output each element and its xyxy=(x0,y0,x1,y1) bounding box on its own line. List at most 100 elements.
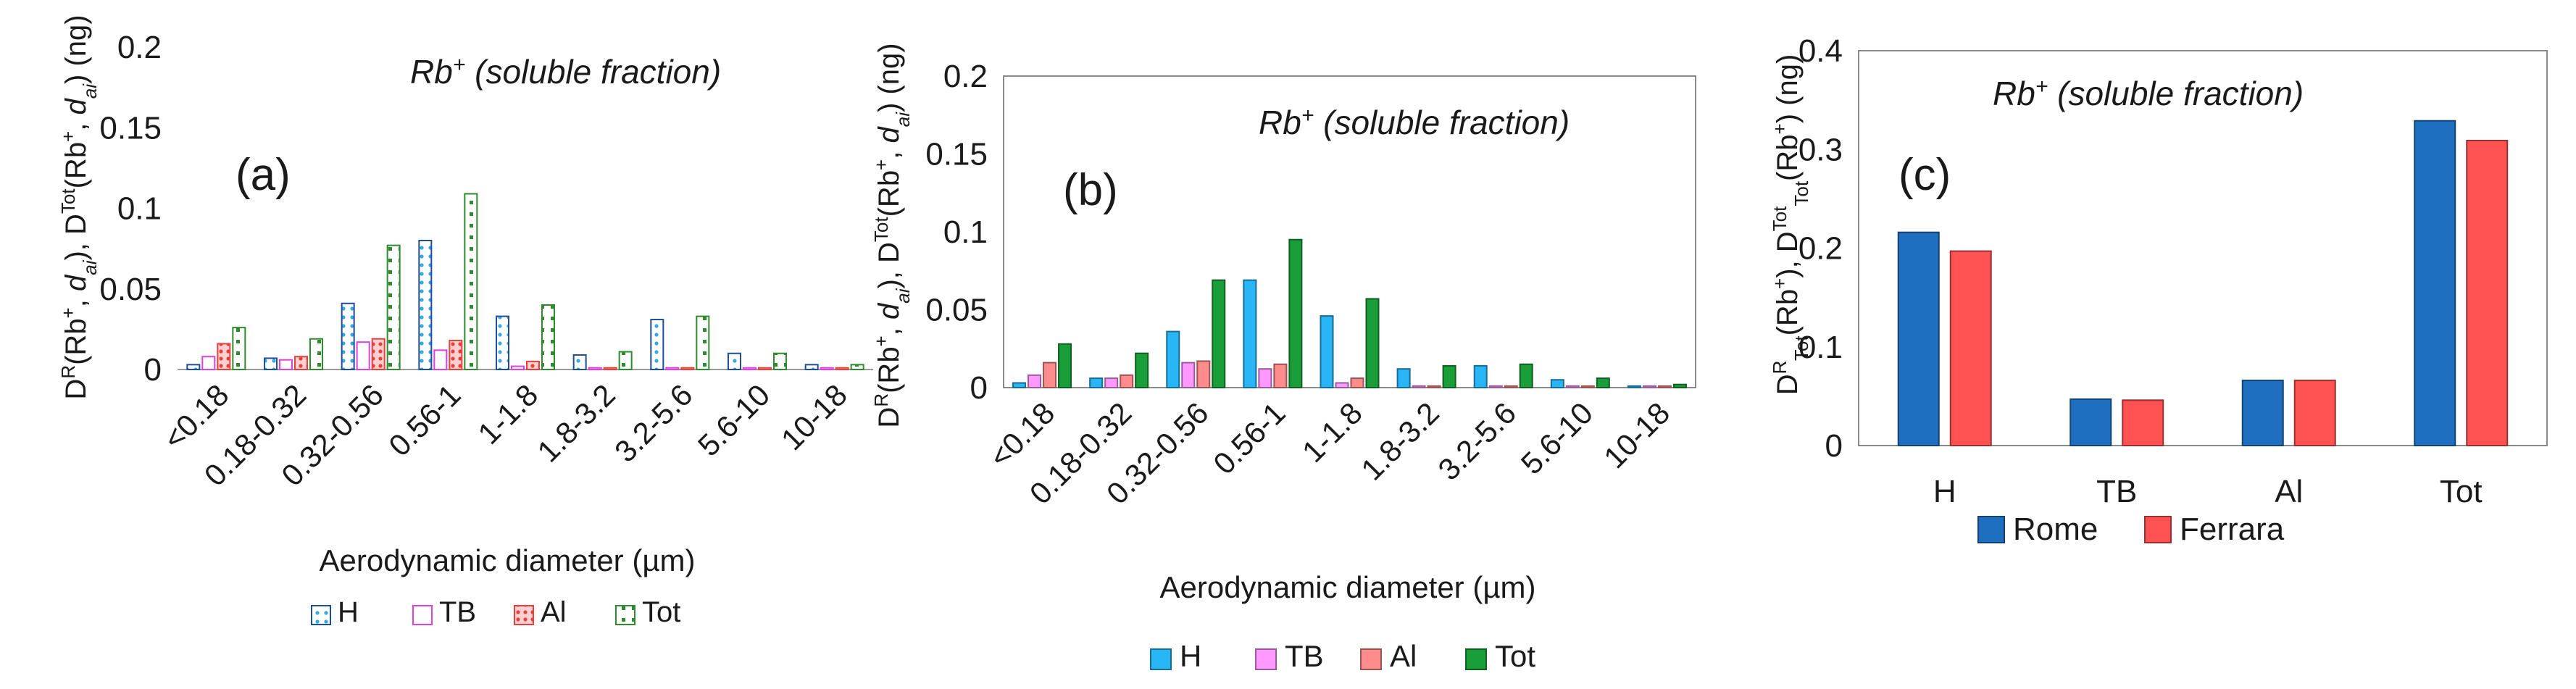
bar-al xyxy=(1580,385,1595,388)
bar-al xyxy=(294,356,308,371)
legend-label-tot: Tot xyxy=(642,596,680,628)
x-tick-label: 10-18 xyxy=(1597,396,1676,475)
legend-label-tot: Tot xyxy=(1495,639,1535,673)
x-tick-label: 3.2-5.6 xyxy=(1431,396,1522,487)
y-axis-label: DRTot(Rb+), DTotTot(Rb+) (ng) xyxy=(1769,54,1812,396)
title-rest: (soluble fraction) xyxy=(2048,75,2304,112)
bar-tot xyxy=(1442,364,1456,388)
bar-al xyxy=(758,367,772,370)
legend-label-tb: TB xyxy=(1285,639,1324,673)
bar-tot xyxy=(541,304,555,370)
chart-title: Rb+ (soluble fraction) xyxy=(1993,75,2304,113)
bar-h xyxy=(650,319,664,370)
x-tick-label: H xyxy=(1933,474,1956,509)
bar-tb xyxy=(356,341,370,370)
x-tick-label: Tot xyxy=(2440,474,2483,509)
legend-swatch-tb xyxy=(1255,648,1277,670)
legend-label-al: Al xyxy=(541,596,567,628)
x-tick-label: 3.2-5.6 xyxy=(608,377,699,469)
bar-tot xyxy=(1288,238,1303,388)
bar-tot xyxy=(1672,383,1687,389)
legend-label-al: Al xyxy=(1390,639,1417,673)
bar-tb xyxy=(820,367,834,370)
bar-tb xyxy=(1565,385,1580,388)
bar-al xyxy=(526,360,540,370)
x-tick-label: Al xyxy=(2275,474,2303,509)
x-tick-label: 1.8-3.2 xyxy=(530,377,622,469)
bar-tb xyxy=(433,349,448,370)
bar-ferrara xyxy=(2293,380,2336,447)
bar-tot xyxy=(386,244,401,370)
x-tick-label: 1-1.8 xyxy=(471,377,544,451)
x-tick-label: 10-18 xyxy=(775,377,854,456)
bar-tot xyxy=(1135,352,1149,389)
plot-frame xyxy=(1003,75,1696,388)
bar-h xyxy=(1320,315,1334,389)
y-tick-label: 0.4 xyxy=(1798,33,1843,69)
legend-swatch-rome xyxy=(1977,516,2005,543)
bar-al xyxy=(1273,363,1288,388)
bar-ferrara xyxy=(2122,399,2164,447)
x-tick-label: 0.56-1 xyxy=(382,377,467,462)
y-axis-label: DR(Rb+, dai), DTot(Rb+, dai) (ng) xyxy=(57,14,101,399)
bar-al xyxy=(217,343,231,370)
bar-rome xyxy=(2241,380,2284,447)
bar-tb xyxy=(743,367,756,370)
title-charge: + xyxy=(1301,104,1314,128)
bar-h xyxy=(341,302,355,370)
x-tick-label: 5.6-10 xyxy=(1514,396,1599,480)
bar-h xyxy=(1243,279,1257,388)
x-tick-label: 1.8-3.2 xyxy=(1354,396,1446,487)
chart-panel-b: (b) Rb+ (soluble fraction) DR(Rb+, dai),… xyxy=(870,43,1696,673)
y-tick-label: 0 xyxy=(1825,428,1843,464)
bar-tb xyxy=(665,367,680,370)
bar-h xyxy=(572,354,587,371)
legend-swatch-al xyxy=(1360,648,1382,670)
bar-tb xyxy=(1412,385,1426,388)
panel-label: (a) xyxy=(235,150,291,200)
panel-label: (c) xyxy=(1898,150,1951,200)
y-tick-label: 0.2 xyxy=(943,59,988,94)
y-tick-label: 0.2 xyxy=(1798,231,1843,267)
bar-h xyxy=(1012,382,1027,388)
bar-al xyxy=(1350,377,1364,388)
bar-h xyxy=(496,315,509,371)
bar-al xyxy=(1504,385,1518,388)
y-tick-label: 0.1 xyxy=(943,214,988,250)
title-rest: (soluble fraction) xyxy=(1314,104,1570,141)
chart-title: Rb+ (soluble fraction) xyxy=(1259,104,1570,142)
bar-tb xyxy=(1028,374,1042,388)
bar-al xyxy=(835,367,849,370)
bar-tot xyxy=(1365,298,1380,389)
bar-h xyxy=(1627,385,1641,388)
title-species: Rb xyxy=(1259,104,1301,141)
legend-swatch-h xyxy=(311,605,331,625)
bar-al xyxy=(1196,360,1211,389)
bar-tot xyxy=(464,193,478,370)
bar-tb xyxy=(1104,377,1119,388)
bar-h xyxy=(728,352,741,370)
bar-rome xyxy=(2069,398,2112,447)
bar-h xyxy=(1396,368,1411,389)
y-tick-label: 0.05 xyxy=(99,272,162,307)
chart-panel-c: (c) Rb+ (soluble fraction) DRTot(Rb+), D… xyxy=(1769,33,2548,547)
bar-al xyxy=(371,338,385,371)
chart-panel-a: (a) Rb+ (soluble fraction) DR(Rb+, dai),… xyxy=(57,14,873,628)
bar-tb xyxy=(279,359,293,370)
legend-label-rome: Rome xyxy=(2013,511,2098,547)
bar-al xyxy=(1043,362,1057,389)
title-charge: + xyxy=(453,53,466,77)
bar-h xyxy=(804,364,819,371)
y-tick-label: 0.1 xyxy=(1798,330,1843,365)
bar-al xyxy=(680,367,695,370)
bar-h xyxy=(264,357,278,370)
bar-tot xyxy=(1596,377,1610,388)
bar-tot xyxy=(232,327,246,370)
bar-tb xyxy=(1258,368,1272,389)
legend-swatch-tot xyxy=(1465,648,1487,670)
y-tick-label: 0.15 xyxy=(925,137,988,172)
legend-label-ferrara: Ferrara xyxy=(2180,511,2285,547)
bar-h xyxy=(1550,379,1564,388)
x-tick-label: 0.56-1 xyxy=(1206,396,1291,480)
bar-tot xyxy=(309,338,323,371)
